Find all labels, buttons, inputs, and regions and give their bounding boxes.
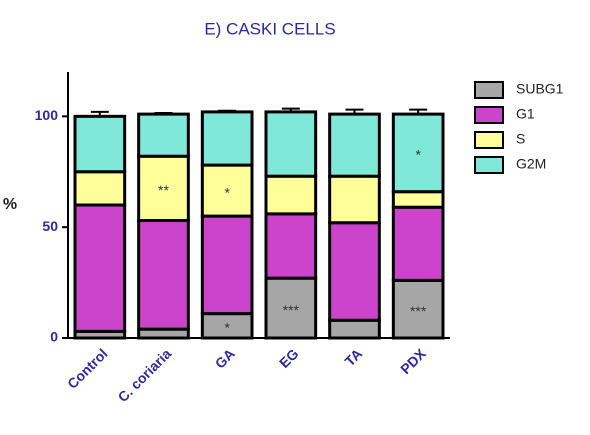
y-tick-label: 0 <box>50 329 58 345</box>
bar-segment <box>264 174 318 216</box>
significance-label: ** <box>158 182 169 198</box>
bar-segment <box>73 203 127 333</box>
bar-segment <box>137 112 190 158</box>
y-axis-label: % <box>3 196 17 213</box>
significance-label: *** <box>283 302 300 318</box>
bar-segment <box>200 110 254 167</box>
error-bar <box>90 110 109 117</box>
x-tick-label: TA <box>341 345 365 369</box>
x-tick-label: EG <box>276 345 302 371</box>
x-tick-label: C. coriaria <box>115 345 175 405</box>
bar-segment <box>200 214 254 316</box>
legend-label: S <box>516 131 525 147</box>
significance-label: * <box>415 147 421 163</box>
bar-segment <box>137 219 190 331</box>
error-bar <box>154 112 173 115</box>
legend-swatch <box>474 81 504 99</box>
significance-label: *** <box>410 303 427 319</box>
bar-segment <box>328 174 381 225</box>
legend-label: G2M <box>516 156 546 172</box>
legend-label: G1 <box>516 106 535 122</box>
bar-segment <box>73 170 127 207</box>
x-tick-label: PDX <box>397 345 429 377</box>
bar-segment <box>328 112 381 178</box>
error-bar <box>218 109 237 112</box>
legend-label: SUBG1 <box>516 81 564 97</box>
bar-segment <box>391 190 445 209</box>
error-bar <box>409 108 428 115</box>
error-bar <box>281 107 300 112</box>
bar-segment <box>328 318 381 340</box>
bar-segment <box>391 205 445 282</box>
bar-segment <box>264 212 318 280</box>
bar-segment <box>328 221 381 322</box>
error-bar <box>345 108 364 115</box>
legend-swatch <box>474 106 504 124</box>
bar-segment <box>391 112 445 194</box>
significance-label: * <box>224 184 230 200</box>
significance-label: * <box>224 320 230 336</box>
x-tick-label: GA <box>212 345 238 371</box>
y-tick-label: 100 <box>35 107 59 123</box>
legend-swatch <box>474 131 504 149</box>
y-tick-label: 50 <box>42 218 58 234</box>
legend-swatch <box>474 156 504 174</box>
chart-title: E) CASKI CELLS <box>204 19 335 38</box>
bar-segment <box>73 114 127 174</box>
x-tick-label: Control <box>64 345 111 392</box>
bar-segment <box>264 110 318 178</box>
